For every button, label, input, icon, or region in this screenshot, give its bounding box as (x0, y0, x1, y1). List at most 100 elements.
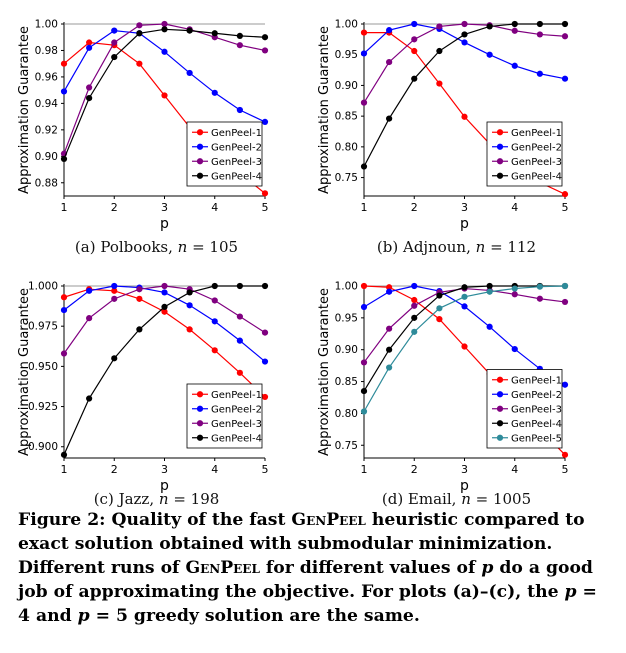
legend-marker (496, 405, 504, 412)
data-point (136, 286, 143, 293)
data-point (186, 27, 193, 34)
data-point (186, 69, 193, 77)
data-point (461, 293, 468, 300)
x-tick-label: 4 (511, 201, 518, 214)
data-point (111, 295, 118, 302)
x-axis-label: p (460, 478, 469, 494)
data-point (436, 23, 443, 30)
y-tick-label: 0.85 (335, 376, 358, 388)
chart-panel-d: 0.75 0.80 0.85 0.90 0.95 1.00 1 2 3 4 5 p Approximat… (300, 262, 613, 495)
x-tick-label: 4 (211, 463, 218, 476)
x-tick-label: 5 (262, 201, 269, 214)
data-point (60, 307, 68, 314)
y-tick-label: 0.85 (335, 111, 358, 123)
data-point (486, 51, 493, 58)
legend-label: GenPeel-4 (511, 171, 562, 182)
data-point (111, 287, 118, 294)
x-axis-label: p (160, 216, 169, 232)
x-tick-label: 3 (461, 463, 468, 476)
data-point (561, 75, 569, 82)
chart-panel-b: 0.75 0.80 0.85 0.90 0.95 1.00 1 2 3 4 5 p Approximat… (300, 0, 613, 233)
y-axis-label: Approximation Guarantee (17, 288, 32, 456)
subcaption-b: (b) Adjnoun, n = 112 (300, 238, 613, 256)
data-point (60, 350, 68, 357)
x-tick-label: 2 (111, 201, 118, 214)
data-point (186, 289, 193, 296)
data-point (486, 323, 493, 330)
x-tick-label: 5 (562, 463, 569, 476)
data-point (411, 296, 418, 304)
data-point (261, 282, 269, 290)
data-point (236, 337, 243, 344)
data-point (436, 305, 443, 312)
y-tick-label: 1.00 (35, 19, 58, 31)
data-point (161, 26, 168, 33)
subcaption-a-n: n (177, 238, 188, 256)
subcaption-a: (a) Polbooks, n = 105 (0, 238, 313, 256)
data-point (511, 27, 518, 34)
data-point (386, 284, 393, 291)
legend-marker (496, 376, 504, 383)
data-point (111, 27, 118, 34)
data-point (536, 283, 543, 290)
series-line (63, 285, 266, 354)
subcaption-c-eq: = 198 (168, 490, 220, 508)
data-point (186, 302, 193, 309)
data-point (161, 282, 168, 290)
x-axis-label: p (460, 216, 469, 232)
data-point (211, 282, 218, 290)
chart-a: 0.88 0.90 0.92 0.94 0.96 0.98 1.00 1 2 3 4 5 p Approx… (17, 19, 269, 233)
data-point (411, 282, 418, 290)
data-point (161, 303, 168, 310)
data-point (111, 53, 118, 61)
data-point (60, 155, 68, 163)
data-point (386, 288, 393, 295)
data-point (386, 115, 393, 122)
y-tick-label: 0.88 (35, 177, 58, 189)
chart-b: 0.75 0.80 0.85 0.90 0.95 1.00 1 2 3 4 5 p Approximat… (317, 19, 569, 233)
data-point (136, 295, 143, 302)
x-axis-label: p (160, 478, 169, 494)
y-tick-label: 0.900 (28, 441, 58, 453)
caption-part-p: p (77, 606, 90, 626)
data-point (111, 282, 118, 290)
y-tick-label: 1.00 (335, 281, 358, 293)
data-point (360, 50, 368, 57)
legend-marker (496, 172, 504, 179)
data-point (386, 346, 393, 353)
data-point (236, 282, 243, 290)
data-point (461, 343, 468, 350)
x-tick-label: 3 (161, 201, 168, 214)
legend-label: GenPeel-1 (211, 390, 262, 401)
legend-marker (496, 391, 504, 398)
data-point (236, 313, 243, 320)
data-point (486, 288, 493, 295)
y-tick-label: 0.90 (335, 80, 358, 92)
legend-marker (196, 420, 204, 427)
subcaption-a-label: (a) Polbooks, (74, 238, 178, 256)
legend-marker (496, 434, 504, 441)
y-tick-label: 0.950 (28, 361, 58, 373)
data-point (486, 23, 493, 30)
legend-marker (496, 158, 504, 165)
legend-marker (196, 405, 204, 412)
data-point (161, 308, 168, 315)
data-point (261, 47, 269, 54)
y-tick-label: 0.975 (28, 321, 58, 333)
data-point (86, 395, 93, 402)
data-point (161, 20, 168, 28)
y-tick-label: 0.80 (335, 408, 358, 420)
data-point (261, 358, 269, 365)
x-tick-label: 2 (111, 463, 118, 476)
data-point (511, 345, 518, 353)
legend-label: GenPeel-4 (211, 171, 262, 182)
data-point (86, 84, 93, 91)
data-point (561, 282, 569, 290)
data-point (86, 94, 93, 102)
data-point (411, 314, 418, 321)
data-point (60, 60, 68, 67)
data-point (211, 347, 218, 354)
subcaption-b-n: n (475, 238, 486, 256)
data-point (411, 302, 418, 309)
data-point (411, 36, 418, 43)
